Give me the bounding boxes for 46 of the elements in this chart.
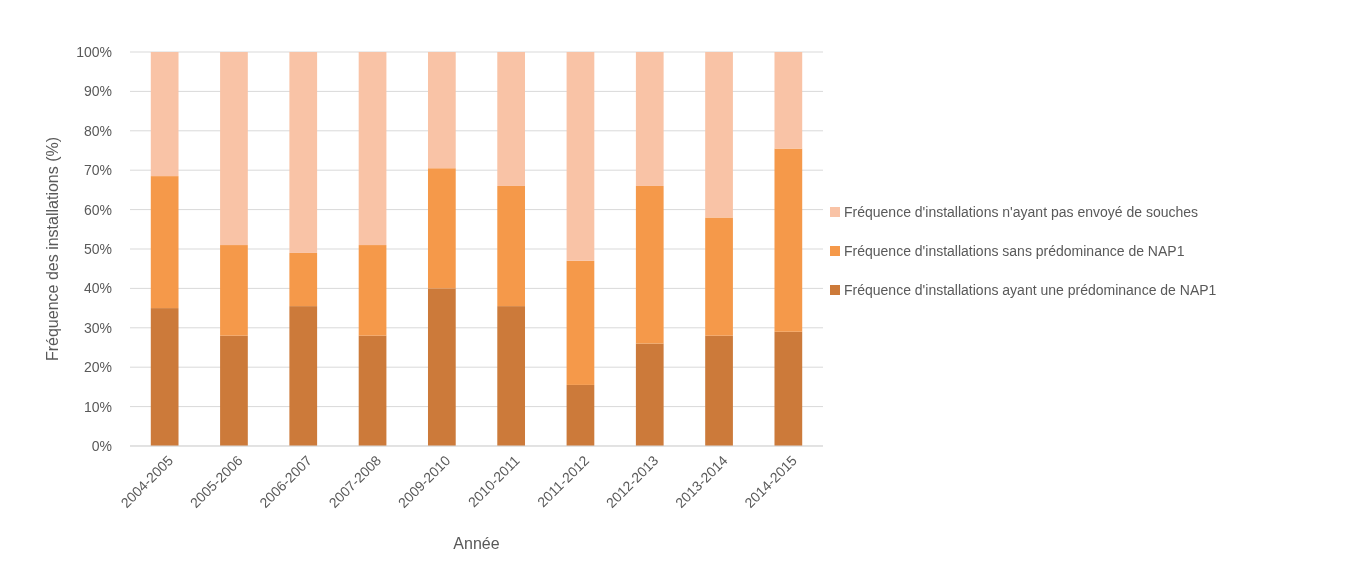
bar bbox=[497, 306, 526, 446]
bar bbox=[289, 52, 318, 253]
bar bbox=[220, 52, 248, 246]
y-tick-label: 40% bbox=[83, 280, 112, 297]
bar bbox=[289, 252, 318, 307]
y-tick-label: 30% bbox=[83, 319, 112, 336]
bar bbox=[497, 185, 526, 307]
legend-label: Fréquence d'installations ayant une prédominance de NAP1 bbox=[844, 281, 1217, 298]
y-axis-title: Fréquence des installations (%) bbox=[44, 136, 61, 362]
bar bbox=[774, 331, 803, 446]
bar bbox=[705, 52, 733, 218]
bar bbox=[427, 168, 456, 289]
y-tick-label: 10% bbox=[83, 398, 112, 415]
bar bbox=[358, 335, 387, 446]
bar bbox=[427, 52, 456, 169]
bar bbox=[705, 335, 733, 446]
bar bbox=[635, 343, 664, 446]
bar bbox=[220, 335, 248, 446]
x-axis-title: Année bbox=[453, 535, 500, 552]
y-tick-label: 100% bbox=[76, 43, 112, 60]
legend-label: Fréquence d'installations sans prédominance de NAP1 bbox=[844, 242, 1185, 259]
bar bbox=[705, 217, 733, 336]
bar bbox=[150, 308, 179, 446]
bar bbox=[566, 260, 595, 385]
y-tick-label: 0% bbox=[91, 437, 112, 454]
bar bbox=[427, 288, 456, 446]
bar bbox=[150, 176, 179, 309]
y-tick-label: 20% bbox=[83, 359, 112, 376]
y-tick-label: 50% bbox=[83, 240, 112, 257]
bar bbox=[566, 52, 595, 261]
bar bbox=[220, 245, 248, 336]
bar bbox=[774, 148, 803, 332]
bar bbox=[289, 306, 318, 446]
legend-label: Fréquence d'installations n'ayant pas envoyé de souches bbox=[844, 203, 1199, 220]
bar bbox=[566, 384, 595, 446]
y-tick-label: 80% bbox=[83, 122, 112, 139]
y-tick-label: 70% bbox=[83, 162, 112, 179]
bar bbox=[635, 52, 664, 186]
bar bbox=[774, 52, 803, 149]
bar bbox=[497, 52, 526, 186]
bar bbox=[358, 52, 387, 246]
y-tick-label: 60% bbox=[83, 201, 112, 218]
bar bbox=[635, 185, 664, 344]
bar bbox=[358, 245, 387, 336]
y-tick-label: 90% bbox=[83, 83, 112, 100]
bar bbox=[150, 52, 179, 177]
